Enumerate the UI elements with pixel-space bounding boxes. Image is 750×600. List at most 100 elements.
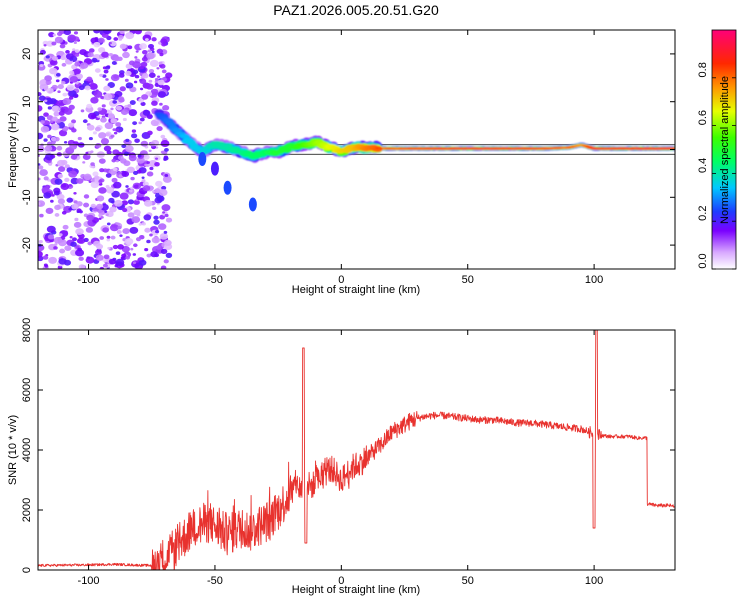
noise-point bbox=[109, 206, 117, 213]
noise-point bbox=[83, 202, 90, 208]
noise-point bbox=[111, 190, 120, 198]
noise-point bbox=[139, 43, 147, 50]
noise-point bbox=[141, 56, 148, 62]
noise-point bbox=[86, 103, 93, 109]
noise-point bbox=[44, 145, 53, 152]
noise-point bbox=[160, 197, 164, 200]
noise-point bbox=[50, 123, 60, 131]
noise-point bbox=[74, 217, 79, 222]
noise-point bbox=[90, 203, 97, 209]
noise-point bbox=[133, 209, 141, 216]
noise-point bbox=[109, 224, 119, 232]
noise-point bbox=[112, 167, 118, 172]
noise-point bbox=[112, 100, 118, 104]
noise-point bbox=[134, 30, 142, 35]
noise-point bbox=[80, 109, 85, 113]
noise-point bbox=[55, 79, 60, 83]
noise-point bbox=[54, 213, 60, 217]
noise-point bbox=[141, 222, 146, 226]
noise-point bbox=[49, 59, 58, 66]
noise-point bbox=[144, 247, 149, 252]
noise-point bbox=[100, 216, 104, 219]
noise-point bbox=[72, 48, 76, 51]
noise-point bbox=[146, 253, 152, 258]
noise-point bbox=[144, 227, 151, 233]
noise-point bbox=[98, 217, 102, 220]
noise-point bbox=[92, 171, 99, 177]
noise-point bbox=[101, 104, 106, 108]
noise-point bbox=[68, 104, 75, 110]
noise-point bbox=[69, 143, 78, 150]
noise-point bbox=[108, 197, 115, 203]
colorbar: 0.0 0.2 0.4 0.6 0.8 Normalized spectral ampl… bbox=[697, 29, 737, 270]
noise-point bbox=[115, 128, 120, 132]
noise-point bbox=[107, 246, 111, 250]
noise-point bbox=[44, 99, 48, 103]
noise-point bbox=[63, 205, 73, 213]
noise-point bbox=[57, 198, 66, 205]
noise-point bbox=[102, 74, 107, 78]
noise-point bbox=[132, 253, 137, 256]
noise-point bbox=[133, 243, 138, 248]
snr-panel: -100 -50 0 50 100 0 2000 4000 6000 8000 Height o… bbox=[7, 318, 676, 596]
noise-point bbox=[146, 52, 155, 60]
noise-point bbox=[98, 187, 107, 194]
noise-point bbox=[160, 248, 168, 254]
noise-point bbox=[38, 163, 41, 166]
noise-point bbox=[146, 171, 154, 177]
ridge bbox=[154, 109, 675, 164]
noise-point bbox=[63, 30, 72, 36]
noise-point bbox=[132, 261, 137, 265]
noise-point bbox=[161, 185, 167, 190]
noise-point bbox=[119, 86, 126, 92]
noise-point bbox=[99, 73, 104, 77]
noise-point bbox=[44, 153, 54, 161]
noise-point bbox=[148, 69, 155, 74]
noise-point bbox=[162, 104, 170, 111]
noise-point bbox=[104, 210, 108, 213]
noise-point bbox=[79, 210, 83, 214]
noise-point bbox=[107, 113, 115, 119]
noise-point bbox=[95, 143, 102, 148]
noise-point bbox=[73, 68, 82, 75]
noise-point bbox=[115, 122, 122, 127]
noise-point bbox=[150, 251, 158, 258]
noise-point bbox=[97, 107, 103, 111]
noise-point bbox=[165, 252, 173, 258]
colorbar-ticks: 0.0 0.2 0.4 0.6 0.8 bbox=[697, 62, 736, 270]
noise-point bbox=[149, 142, 156, 147]
noise-point bbox=[49, 67, 58, 75]
noise-point bbox=[74, 49, 80, 53]
noise-point bbox=[45, 207, 54, 214]
noise-point bbox=[58, 233, 63, 237]
colorbar-tick-label: 0.8 bbox=[697, 62, 709, 77]
noise-point bbox=[57, 173, 64, 179]
noise-point bbox=[127, 212, 135, 218]
noise-point bbox=[128, 189, 133, 193]
noise-point bbox=[128, 154, 137, 162]
noise-point bbox=[76, 178, 84, 184]
noise-point bbox=[142, 34, 152, 42]
noise-point bbox=[110, 118, 118, 124]
noise-point bbox=[148, 149, 152, 153]
noise-point bbox=[93, 90, 103, 98]
noise-point bbox=[160, 139, 170, 148]
noise-point bbox=[164, 213, 169, 218]
noise-point bbox=[41, 187, 49, 193]
noise-point bbox=[112, 128, 116, 131]
noise-point bbox=[151, 100, 158, 106]
y-tick-label: -20 bbox=[21, 237, 33, 253]
noise-point bbox=[141, 176, 145, 179]
noise-point bbox=[98, 37, 105, 43]
noise-point bbox=[54, 36, 64, 44]
noise-point bbox=[113, 56, 120, 62]
noise-point bbox=[90, 150, 94, 154]
noise-point bbox=[125, 138, 130, 143]
noise-point bbox=[68, 96, 74, 100]
x-tick-label: -50 bbox=[207, 575, 223, 587]
spectrogram-plot-area bbox=[38, 30, 675, 269]
noise-point bbox=[51, 41, 57, 46]
noise-point bbox=[78, 264, 86, 269]
noise-point bbox=[122, 117, 127, 122]
noise-point bbox=[160, 134, 166, 139]
